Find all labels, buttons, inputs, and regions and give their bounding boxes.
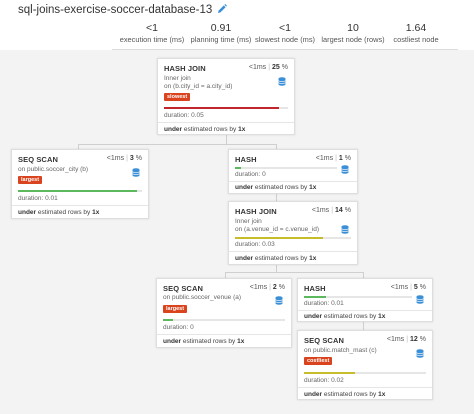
plan-node-seq-scan-city[interactable]: SEQ SCAN <1ms | 3 % on public.soccer_city … <box>11 149 149 219</box>
node-time: <1ms | 2 % <box>249 284 285 291</box>
node-join-condition: on (a.venue_id = c.venue_id) <box>235 226 320 233</box>
node-divider <box>158 122 294 123</box>
node-estimate: under estimated rows by 1x <box>235 184 317 191</box>
node-time: <1ms | 5 % <box>390 284 426 291</box>
duration-bar <box>304 296 412 298</box>
node-divider <box>12 205 148 206</box>
plan-node-hash-join-mid[interactable]: HASH JOIN <1ms | 14 % Inner join on (a.ven… <box>228 201 358 265</box>
duration-bar-fill <box>304 372 356 374</box>
stat-costliest-node: 1.64 costliest node <box>393 22 439 44</box>
duration-bar-fill <box>235 167 242 169</box>
connector <box>226 135 227 144</box>
node-duration: duration: 0.01 <box>18 195 58 202</box>
node-duration: duration: 0.01 <box>304 300 344 307</box>
database-icon[interactable] <box>341 225 349 234</box>
slowest-badge: slowest <box>164 93 191 101</box>
plan-node-seq-scan-venue[interactable]: SEQ SCAN <1ms | 2 % on public.soccer_venue… <box>156 278 292 348</box>
node-join-condition: on (b.city_id = a.city_id) <box>164 83 233 90</box>
node-title: HASH JOIN <box>235 207 277 216</box>
duration-bar <box>164 107 288 109</box>
database-icon[interactable] <box>275 296 283 305</box>
connector <box>78 144 79 149</box>
node-duration: duration: 0.02 <box>304 377 344 384</box>
node-title: HASH JOIN <box>164 64 206 73</box>
node-title: SEQ SCAN <box>304 336 344 345</box>
node-time: <1ms | 25 % <box>248 64 288 71</box>
node-title: SEQ SCAN <box>163 284 203 293</box>
connector <box>78 144 277 145</box>
database-icon[interactable] <box>416 295 424 304</box>
node-relation: on public.match_mast (c) <box>304 347 377 354</box>
node-estimate: under estimated rows by 1x <box>18 209 100 216</box>
node-title: SEQ SCAN <box>18 155 58 164</box>
connector <box>276 144 277 149</box>
duration-bar <box>235 167 337 169</box>
node-divider <box>229 251 357 252</box>
duration-bar-fill <box>18 190 138 192</box>
database-icon[interactable] <box>416 349 424 358</box>
node-time: <1ms | 14 % <box>311 207 351 214</box>
plan-node-hash-join-top[interactable]: HASH JOIN <1ms | 25 % Inner join on (b.cit… <box>157 58 295 135</box>
database-icon[interactable] <box>341 165 349 174</box>
connector <box>276 265 277 272</box>
connector <box>363 272 364 278</box>
duration-bar <box>18 190 142 192</box>
connector <box>363 322 364 330</box>
node-time: <1ms | 3 % <box>106 155 142 162</box>
stat-slowest-node: <1 slowest node (ms) <box>255 22 315 44</box>
costliest-badge: costliest <box>304 357 333 365</box>
plan-canvas: HASH JOIN <1ms | 25 % Inner join on (b.cit… <box>0 50 474 414</box>
node-join-type: Inner join <box>164 75 191 82</box>
stat-planning-time: 0.91 planning time (ms) <box>190 22 252 44</box>
node-join-type: Inner join <box>235 218 262 225</box>
plan-node-seq-scan-match[interactable]: SEQ SCAN <1ms | 12 % on public.match_mast … <box>297 330 433 400</box>
stat-largest-node: 10 largest node (rows) <box>321 22 385 44</box>
plan-node-hash-2[interactable]: HASH <1ms | 5 % duration: 0.01 under estim… <box>297 278 433 322</box>
connector <box>225 272 364 273</box>
connector <box>276 194 277 201</box>
node-estimate: under estimated rows by 1x <box>304 391 386 398</box>
node-estimate: under estimated rows by 1x <box>304 313 386 320</box>
database-icon[interactable] <box>278 77 286 86</box>
duration-bar-fill <box>304 296 326 298</box>
node-time: <1ms | 1 % <box>315 155 351 162</box>
database-icon[interactable] <box>132 168 140 177</box>
plan-title: sql-joins-exercise-soccer-database-13 <box>18 3 213 16</box>
node-relation: on public.soccer_city (b) <box>18 166 89 173</box>
duration-bar-fill <box>235 237 324 239</box>
duration-bar-fill <box>163 319 173 321</box>
largest-badge: largest <box>18 176 43 184</box>
title-bar: sql-joins-exercise-soccer-database-13 <box>0 0 474 18</box>
node-divider <box>157 334 291 335</box>
node-divider <box>298 387 432 388</box>
duration-bar <box>304 372 426 374</box>
node-duration: duration: 0 <box>163 324 194 331</box>
node-time: <1ms | 12 % <box>386 336 426 343</box>
node-estimate: under estimated rows by 1x <box>163 338 245 345</box>
stat-execution-time: <1 execution time (ms) <box>119 22 185 44</box>
node-relation: on public.soccer_venue (a) <box>163 294 242 301</box>
node-divider <box>229 181 357 182</box>
node-estimate: under estimated rows by 1x <box>235 255 317 262</box>
duration-bar-fill <box>164 107 280 109</box>
plan-node-hash-1[interactable]: HASH <1ms | 1 % duration: 0 under estimate… <box>228 149 358 194</box>
node-divider <box>298 310 432 311</box>
duration-bar <box>235 237 351 239</box>
node-estimate: under estimated rows by 1x <box>164 126 246 133</box>
largest-badge: largest <box>163 305 188 313</box>
node-title: HASH <box>235 155 257 164</box>
node-duration: duration: 0.05 <box>164 112 204 119</box>
connector <box>225 272 226 278</box>
duration-bar <box>163 319 285 321</box>
node-title: HASH <box>304 284 326 293</box>
node-duration: duration: 0.03 <box>235 241 275 248</box>
stats-header: <1 execution time (ms) 0.91 planning tim… <box>112 22 458 50</box>
edit-pencil-icon[interactable] <box>217 4 228 14</box>
node-duration: duration: 0 <box>235 171 266 178</box>
